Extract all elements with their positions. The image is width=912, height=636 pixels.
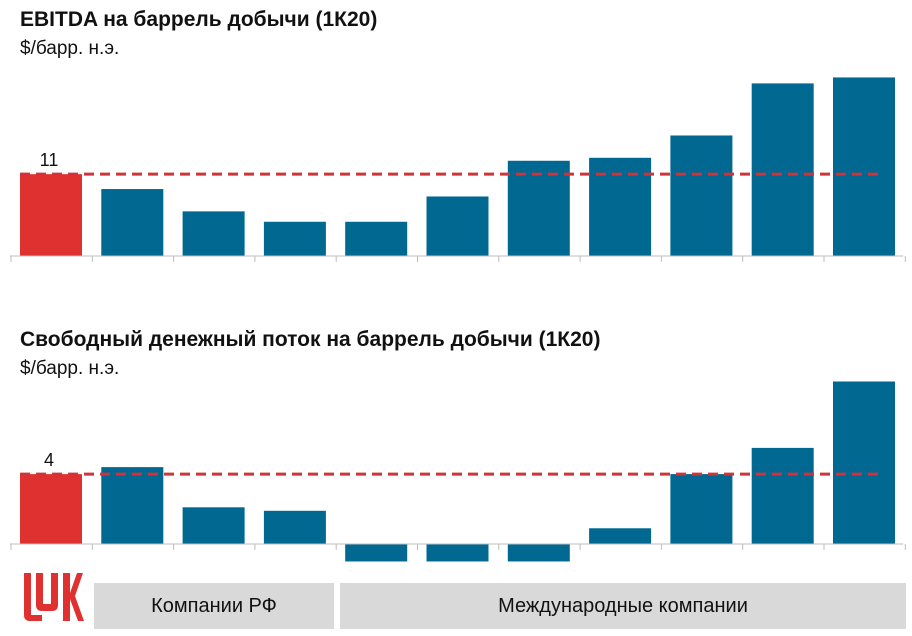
bar-2 — [182, 507, 245, 544]
data-label-0: 4 — [44, 450, 54, 470]
bar-4 — [345, 544, 408, 562]
chart2-title: Свободный денежный поток на баррель добы… — [20, 328, 601, 351]
bar-2 — [182, 211, 245, 256]
bar-8 — [670, 135, 733, 256]
bar-5 — [426, 544, 489, 562]
group-russian-companies: Компании РФ — [94, 583, 334, 629]
bar-7 — [589, 528, 652, 544]
chart-fcf: 4 — [10, 381, 906, 562]
bar-6 — [507, 160, 570, 256]
bar-1 — [101, 189, 164, 256]
group-international-companies: Международные компании — [340, 583, 906, 629]
lukoil-logo — [24, 573, 84, 621]
bar-10 — [833, 381, 895, 544]
bar-1 — [101, 467, 164, 544]
bar-0 — [20, 174, 82, 256]
bar-3 — [263, 221, 326, 256]
chart2-unit: $/барр. н.э. — [20, 358, 120, 379]
bar-0 — [20, 474, 82, 544]
bar-9 — [751, 83, 814, 256]
chart-ebitda: 11 — [10, 77, 906, 262]
data-label-0: 11 — [40, 150, 59, 170]
bar-6 — [507, 544, 570, 562]
bar-8 — [670, 474, 733, 544]
bar-10 — [833, 77, 895, 256]
bar-5 — [426, 196, 489, 256]
bar-9 — [751, 447, 814, 544]
chart1-title: EBITDA на баррель добычи (1К20) — [20, 8, 378, 31]
bar-3 — [263, 510, 326, 544]
chart1-unit: $/барр. н.э. — [20, 38, 120, 59]
bar-4 — [345, 221, 408, 256]
bar-7 — [589, 157, 652, 256]
